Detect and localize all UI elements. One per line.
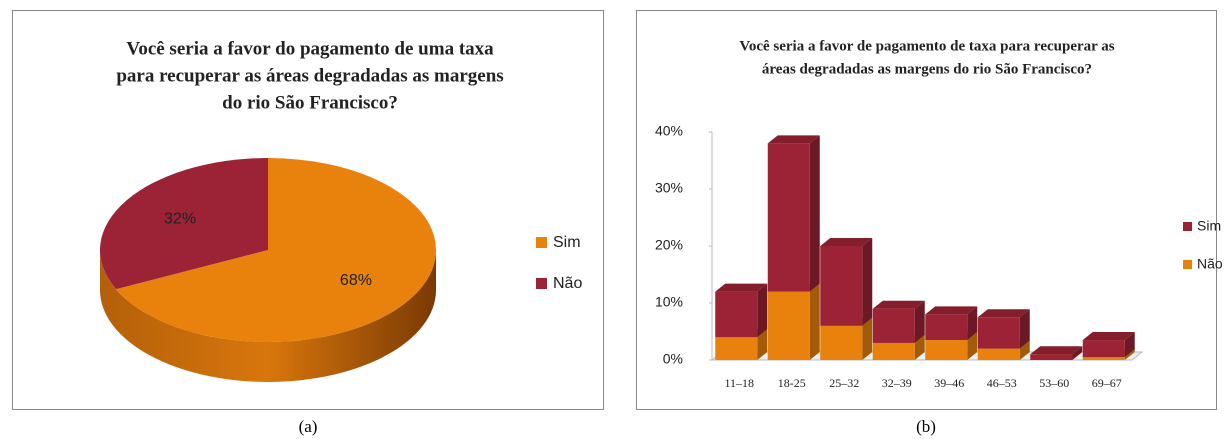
x-tick-label: 11–18 xyxy=(724,376,754,390)
bar-side xyxy=(1124,332,1135,358)
chart-title: Você seria a favor do pagamento de uma t… xyxy=(126,38,494,59)
bar xyxy=(820,325,863,360)
x-tick-label: 53–60 xyxy=(1039,376,1069,390)
bar xyxy=(715,337,758,360)
legend-swatch xyxy=(1183,260,1192,269)
legend-swatch xyxy=(1183,222,1192,231)
bar xyxy=(977,348,1020,360)
x-tick-label: 39–46 xyxy=(934,376,964,390)
chart-title: Você seria a favor de pagamento de taxa … xyxy=(739,38,1114,54)
bar-side xyxy=(757,283,768,338)
bar-top xyxy=(925,306,978,315)
bar-side xyxy=(967,306,978,341)
bar xyxy=(872,342,915,360)
bar-side xyxy=(809,135,820,292)
bar-top xyxy=(767,135,820,144)
bar xyxy=(977,317,1020,349)
bar xyxy=(820,246,863,326)
chart-title: para recuperar as áreas degradadas as ma… xyxy=(116,65,503,86)
bar xyxy=(925,340,968,360)
bar-top xyxy=(1082,332,1135,341)
legend-label: Não xyxy=(553,275,582,292)
caption: (a) xyxy=(299,417,318,436)
y-tick-label: 10% xyxy=(655,294,683,310)
pie-side xyxy=(100,250,436,382)
bar-top xyxy=(872,300,925,309)
legend-label: Sim xyxy=(553,234,581,251)
bar-side xyxy=(809,283,820,360)
pie-slice xyxy=(99,158,269,290)
legend-swatch xyxy=(536,278,547,289)
y-tick-label: 20% xyxy=(655,237,683,253)
bar-side xyxy=(914,334,925,360)
bar xyxy=(925,314,968,341)
bar-side xyxy=(914,300,925,343)
bar xyxy=(872,308,915,343)
y-tick-label: 30% xyxy=(655,180,683,196)
bar-side xyxy=(862,238,873,326)
x-tick-label: 32–39 xyxy=(882,376,912,390)
chart-title: do rio São Francisco? xyxy=(222,92,398,113)
bar xyxy=(1030,354,1073,360)
bar xyxy=(1082,357,1125,360)
y-tick-label: 0% xyxy=(663,351,683,367)
x-tick-label: 25–32 xyxy=(829,376,859,390)
bar-side xyxy=(1019,309,1030,349)
legend-label: Sim xyxy=(1197,218,1221,234)
bar-side xyxy=(1072,346,1083,360)
x-tick-label: 18-25 xyxy=(778,376,806,390)
chart-title: áreas degradadas as margens do rio São F… xyxy=(762,61,1092,77)
bar xyxy=(715,291,758,338)
data-label: 68% xyxy=(340,272,372,289)
legend-swatch xyxy=(536,237,547,248)
x-tick-label: 46–53 xyxy=(987,376,1017,390)
legend-label: Não xyxy=(1197,256,1223,272)
bar-side xyxy=(1019,340,1030,360)
y-tick-label: 40% xyxy=(655,123,683,139)
pie-slice xyxy=(115,158,436,342)
bar-side xyxy=(1124,349,1135,360)
x-tick-label: 69–67 xyxy=(1092,376,1122,390)
bar-top xyxy=(977,309,1030,318)
bar-top xyxy=(1030,346,1083,355)
bar-side xyxy=(757,329,768,360)
bar-side xyxy=(967,332,978,360)
bar-side xyxy=(862,317,873,360)
bar xyxy=(1082,340,1125,358)
bar-top xyxy=(715,283,768,292)
bar xyxy=(767,291,810,360)
data-label: 32% xyxy=(164,211,196,228)
caption: (b) xyxy=(916,417,936,436)
bar-top xyxy=(820,238,873,246)
bar xyxy=(767,143,810,292)
